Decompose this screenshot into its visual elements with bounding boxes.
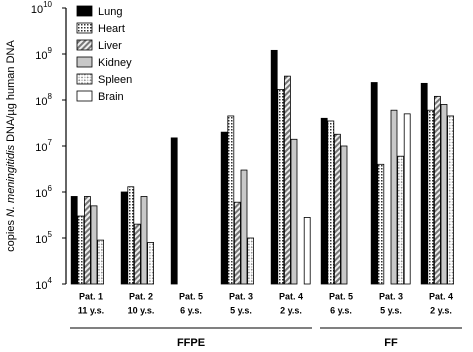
bar: [440, 104, 448, 285]
bar: [420, 82, 428, 285]
bar: [97, 239, 104, 285]
bar: [140, 196, 148, 285]
legend-swatch: [76, 39, 93, 51]
x-tick-label: Pat. 3: [229, 291, 253, 301]
bar: [333, 133, 341, 285]
bar: [433, 95, 441, 285]
bar: [327, 120, 335, 285]
x-tick-sublabel: 5 y.s.: [230, 305, 252, 315]
bar: [127, 186, 135, 285]
bar: [90, 205, 98, 285]
bar: [220, 131, 228, 285]
bar: [377, 163, 385, 285]
y-tick-base: 10: [35, 280, 47, 292]
bar: [390, 109, 398, 285]
legend-label: Kidney: [98, 57, 132, 69]
legend-swatch: [76, 90, 93, 102]
x-tick-label: Pat. 5: [179, 291, 203, 301]
y-tick-base: 10: [35, 96, 47, 108]
y-tick-exponent: 8: [48, 92, 53, 101]
bar: [227, 115, 235, 285]
y-tick-exponent: 4: [48, 276, 53, 285]
y-tick-label: 107: [35, 138, 52, 154]
x-tick-sublabel: 6 y.s.: [180, 305, 202, 315]
x-tick-sublabel: 2 y.s.: [430, 305, 452, 315]
x-tick-sublabel: 10 y.s.: [128, 305, 155, 315]
y-tick-label: 108: [35, 92, 52, 108]
y-tick-base: 10: [35, 50, 47, 62]
y-tick-label: 106: [35, 184, 52, 200]
y-tick-base: 10: [35, 234, 47, 246]
y-tick-base: 10: [35, 142, 47, 154]
x-tick-label: Pat. 2: [129, 291, 153, 301]
x-tick-label: Pat. 1: [79, 291, 103, 301]
bar: [84, 196, 91, 285]
y-tick-base: 10: [31, 4, 43, 16]
x-tick-sublabel: 6 y.s.: [330, 305, 352, 315]
legend-label: Lung: [98, 6, 122, 18]
bar: [397, 155, 405, 285]
bar: [240, 169, 248, 285]
y-tick-exponent: 5: [48, 230, 53, 239]
bar: [340, 145, 348, 285]
bar: [283, 75, 291, 285]
y-tick-exponent: 7: [48, 138, 53, 147]
bar: [303, 217, 311, 285]
y-axis-label: copies N. meningitidis DNA/µg human DNA: [5, 40, 17, 252]
x-tick-label: Pat. 3: [379, 291, 403, 301]
y-tick-exponent: 9: [48, 46, 53, 55]
y-tick-base: 10: [35, 188, 47, 200]
bar: [233, 201, 241, 285]
bar: [403, 113, 411, 285]
x-tick-sublabel: 5 y.s.: [380, 305, 402, 315]
legend-swatch: [76, 73, 93, 85]
bar: [447, 115, 455, 285]
legend-swatch: [76, 56, 93, 68]
bar: [77, 215, 85, 285]
legend-label: Spleen: [98, 74, 132, 86]
x-tick-sublabel: 11 y.s.: [78, 305, 104, 315]
bar: [70, 196, 78, 285]
y-label-suffix: DNA/µg human DNA: [5, 40, 17, 142]
bar: [277, 88, 285, 285]
y-label-italic: N. meningitidis: [5, 144, 17, 217]
x-tick-sublabel: 2 y.s.: [280, 305, 302, 315]
legend-swatch: [76, 5, 93, 17]
bar: [120, 191, 128, 285]
legend-label: Brain: [98, 91, 124, 103]
y-tick-label: 109: [35, 46, 52, 62]
legend-label: Heart: [98, 23, 125, 35]
bar: [270, 49, 278, 285]
group-label: FFPE: [177, 337, 205, 349]
x-tick-label: Pat. 4: [279, 291, 303, 301]
bar: [427, 109, 435, 285]
y-label-prefix: copies: [5, 220, 17, 252]
bar: [247, 237, 255, 285]
legend-swatch: [76, 22, 93, 34]
y-tick-label: 1010: [31, 0, 53, 16]
x-tick-label: Pat. 4: [429, 291, 453, 301]
bar: [370, 82, 378, 285]
bar: [320, 117, 328, 285]
x-tick-label: Pat. 5: [329, 291, 353, 301]
group-label: FF: [384, 337, 398, 349]
y-tick-exponent: 10: [43, 0, 52, 9]
bar: [147, 242, 155, 285]
bar: [170, 137, 178, 285]
y-tick-label: 104: [35, 276, 52, 292]
legend-label: Liver: [98, 40, 122, 52]
y-tick-label: 105: [35, 230, 52, 246]
y-tick-exponent: 6: [48, 184, 53, 193]
bar: [290, 138, 298, 285]
bar: [133, 223, 141, 285]
